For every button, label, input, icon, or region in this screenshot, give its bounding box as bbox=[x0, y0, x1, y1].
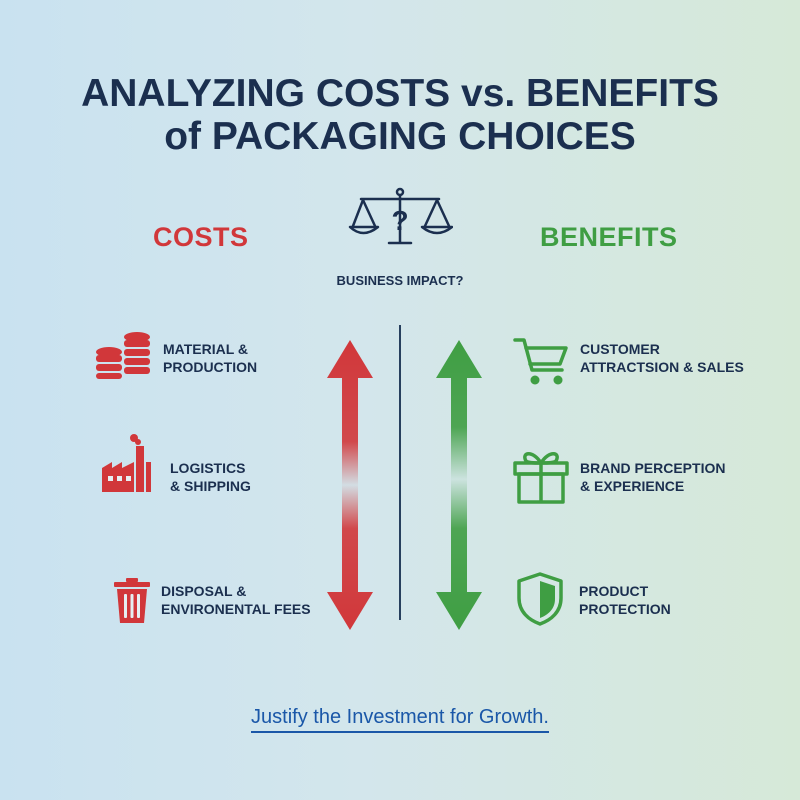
trash-bin-icon bbox=[114, 578, 150, 623]
benefits-heading: BENEFITS bbox=[540, 222, 678, 252]
cost-item-disposal-fees: DISPOSAL & ENVIRONENTAL FEES bbox=[161, 583, 311, 617]
costs-heading: COSTS bbox=[153, 222, 249, 252]
cost-item-logistics-shipping: LOGISTICS & SHIPPING bbox=[170, 460, 251, 494]
gift-box-icon bbox=[513, 452, 569, 504]
costs-double-arrow bbox=[327, 340, 373, 630]
page-title-line2: of PACKAGING CHOICES bbox=[164, 115, 636, 158]
center-divider bbox=[399, 325, 401, 620]
factory-icon bbox=[102, 434, 151, 492]
benefit-item-customer-attraction: CUSTOMER ATTRACTSION & SALES bbox=[580, 341, 744, 375]
svg-text:?: ? bbox=[391, 205, 408, 236]
benefit-item-brand-perception: BRAND PERCEPTION & EXPERIENCE bbox=[580, 460, 726, 494]
page-title-line1: ANALYZING COSTS vs. BENEFITS bbox=[81, 72, 719, 115]
footer-tagline-text: Justify the Investment for Growth. bbox=[251, 706, 549, 733]
cost-item-material-production: MATERIAL & PRODUCTION bbox=[163, 341, 258, 375]
benefits-double-arrow bbox=[436, 340, 482, 630]
coins-stack-icon bbox=[96, 332, 150, 379]
business-impact-label: BUSINESS IMPACT? bbox=[336, 273, 464, 288]
shopping-cart-icon bbox=[513, 338, 568, 385]
balance-scale-question-icon: ? bbox=[348, 187, 453, 245]
benefit-item-product-protection: PRODUCT PROTECTION bbox=[579, 583, 671, 617]
shield-check-icon bbox=[517, 572, 563, 626]
footer-tagline: Justify the Investment for Growth. bbox=[0, 706, 800, 733]
